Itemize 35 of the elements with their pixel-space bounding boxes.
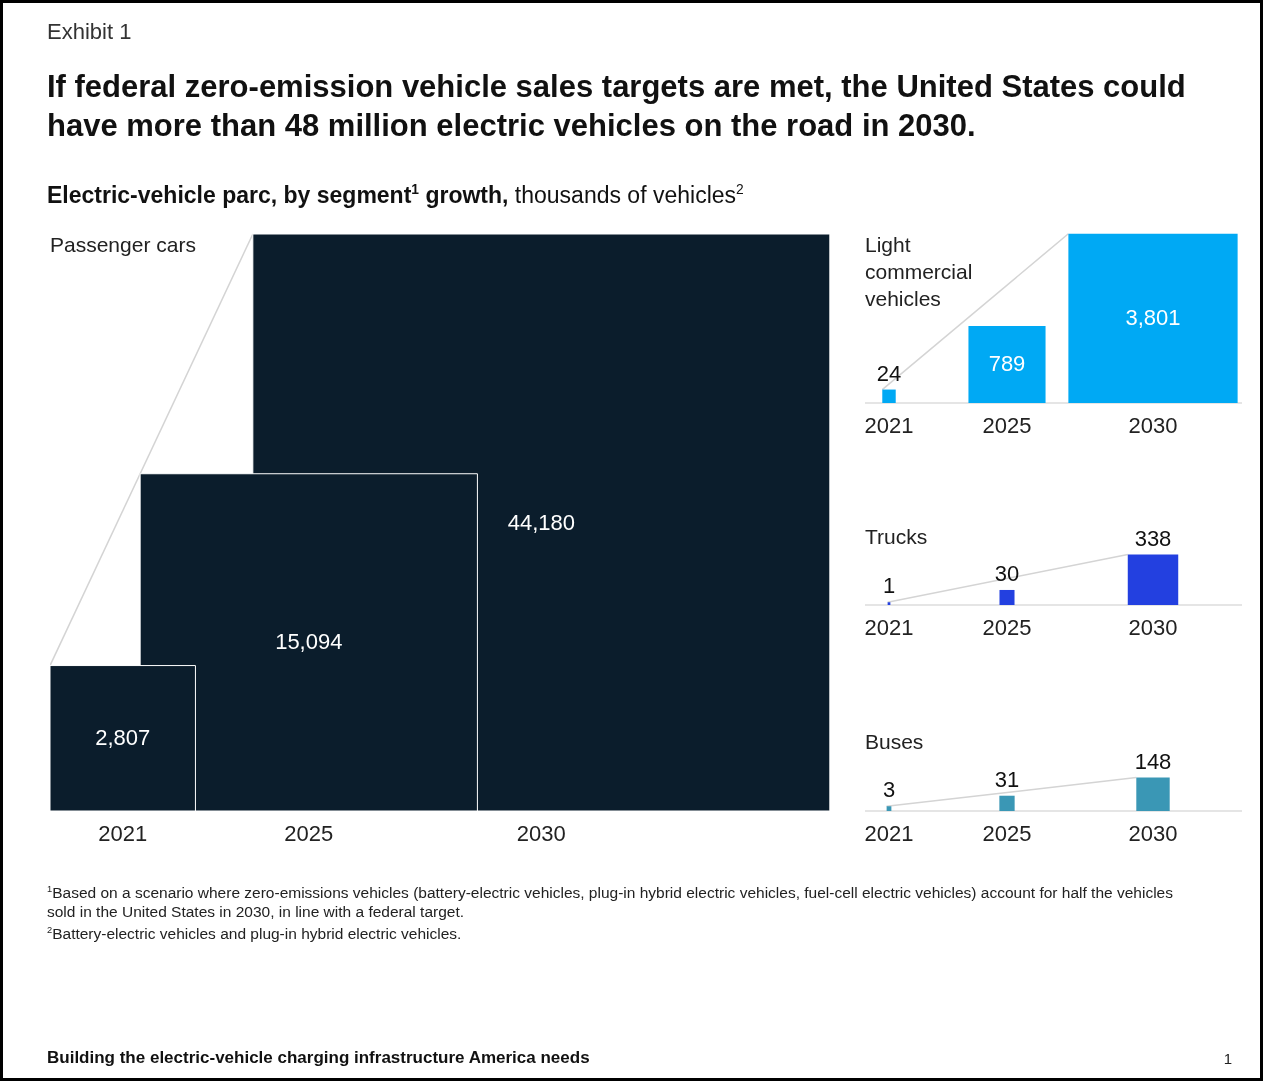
data-label: 3,801 bbox=[1125, 305, 1181, 331]
category-label: 2030 bbox=[1128, 413, 1178, 438]
category-label: 2025 bbox=[982, 821, 1032, 846]
text: $^{2}$Battery-electric vehicles and plug-in hybrid electric vehicles. bbox=[47, 925, 462, 943]
category-label: 2025 bbox=[982, 615, 1032, 640]
data-label: 1 bbox=[882, 573, 896, 599]
data-label: 148 bbox=[1134, 748, 1172, 774]
text: Light commercial vehicles bbox=[865, 233, 973, 310]
text: Passenger cars bbox=[50, 233, 196, 256]
text: If federal zero-emission vehicle sales targets are met, the United States could have more than 48 million electric vehicles on the road in 2030. bbox=[47, 68, 1187, 145]
data-label: 30 bbox=[994, 560, 1020, 586]
category-label: 2021 bbox=[864, 821, 914, 846]
category-label: 2021 bbox=[864, 615, 914, 640]
text: Building the electric-vehicle charging infrastructure America needs bbox=[47, 1048, 590, 1068]
data-label: 24 bbox=[876, 360, 902, 386]
category-label: 2025 bbox=[982, 413, 1032, 438]
category-label: 2030 bbox=[1128, 615, 1178, 640]
data-label: 789 bbox=[988, 351, 1026, 377]
text: $^{1}$Based on a scenario where zero-emissions vehicles (battery-electric vehicles, plug-in hybrid electric vehicles, fuel-cell electric vehicles) account for half the vehicles sold in the United States in 2030, in line with a federal target. bbox=[47, 884, 1173, 921]
category-label: 2025 bbox=[284, 821, 334, 846]
category-label: 2030 bbox=[516, 821, 566, 846]
data-label: 338 bbox=[1134, 525, 1172, 551]
text: Electric-vehicle parc, by segment$^{1}$ growth, thousands of vehicles$^{2}$ bbox=[47, 182, 744, 209]
text: Buses bbox=[865, 730, 924, 753]
data-label: 44,180 bbox=[507, 509, 575, 535]
data-label: 3 bbox=[882, 777, 896, 803]
text: Exhibit 1 bbox=[47, 19, 132, 45]
data-label: 15,094 bbox=[275, 629, 343, 655]
text: 1 bbox=[1223, 1050, 1232, 1067]
category-label: 2021 bbox=[864, 413, 914, 438]
data-label: 2,807 bbox=[95, 725, 151, 751]
category-label: 2021 bbox=[98, 821, 148, 846]
text: Trucks bbox=[865, 525, 928, 548]
data-label: 31 bbox=[994, 766, 1020, 792]
category-label: 2030 bbox=[1128, 821, 1178, 846]
